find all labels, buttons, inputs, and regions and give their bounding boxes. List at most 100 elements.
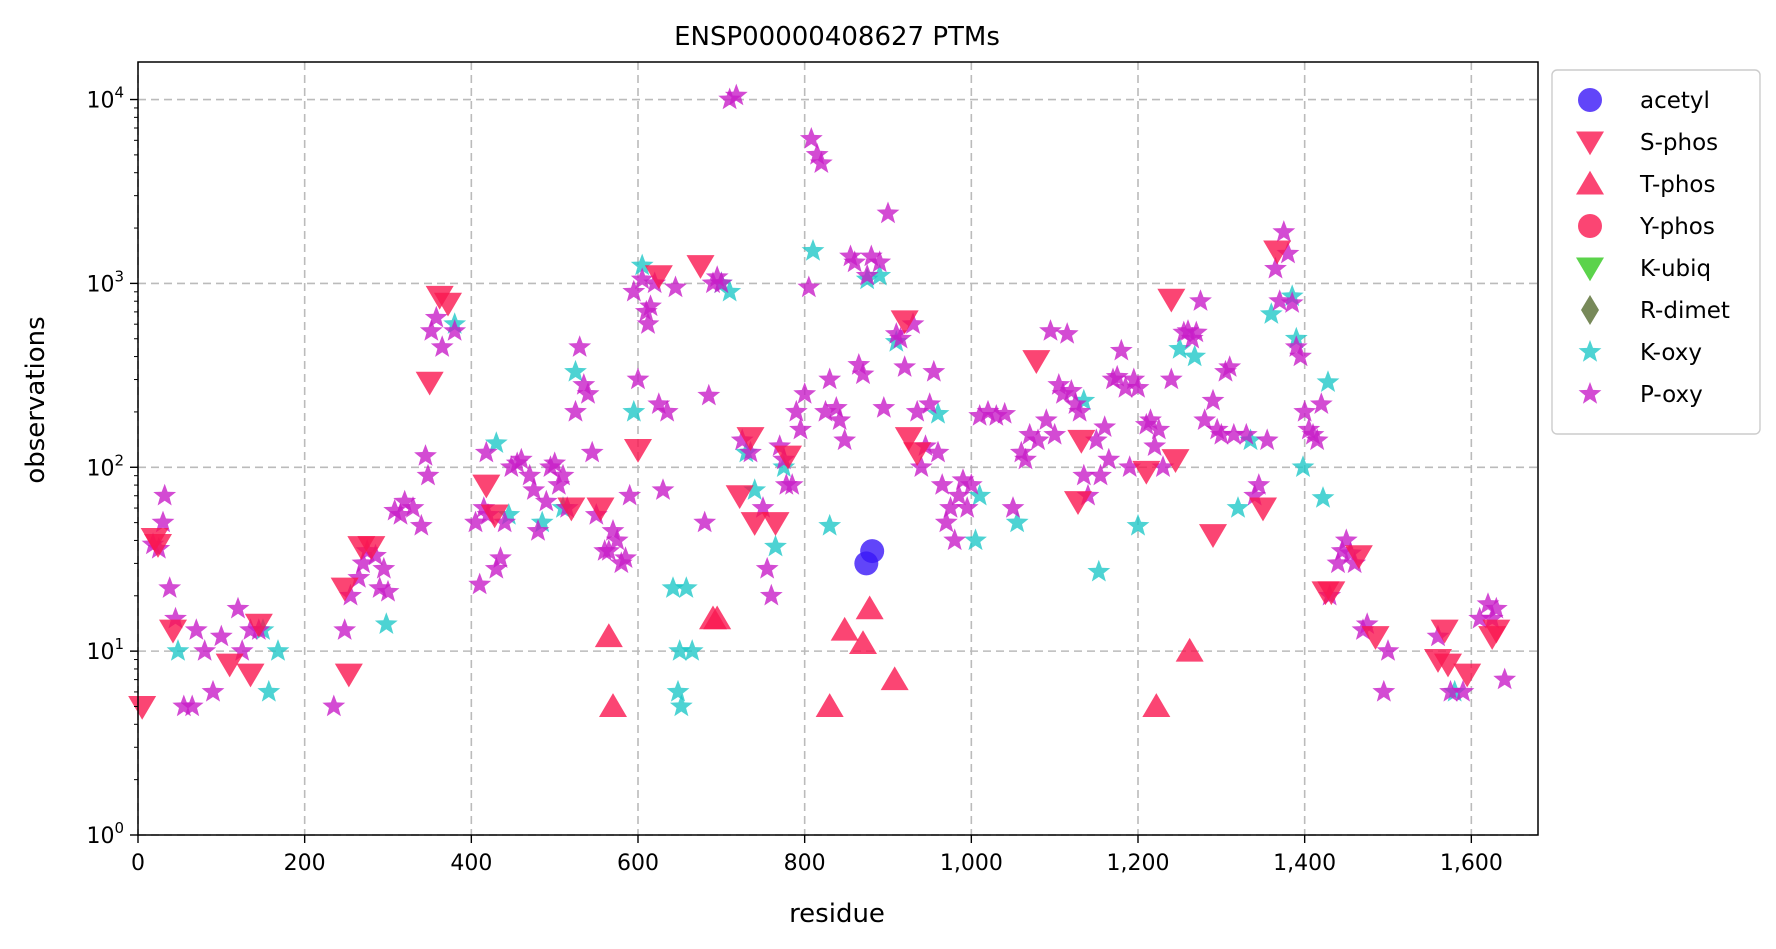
k-oxy-point [661, 576, 685, 598]
p-oxy-point [493, 510, 517, 533]
p-oxy-point [759, 583, 783, 606]
t-phos-point [830, 616, 859, 641]
k-oxy-point [964, 528, 987, 551]
x-tick-label: 1,400 [1273, 851, 1336, 876]
s-phos-point [1482, 619, 1511, 644]
p-oxy-point [1126, 376, 1150, 398]
p-oxy-point [768, 434, 792, 456]
p-oxy-point [1189, 289, 1212, 311]
p-oxy-point [976, 399, 1000, 422]
k-oxy-point [497, 503, 521, 525]
k-oxy-point [772, 455, 796, 477]
p-oxy-point [1034, 408, 1058, 430]
s-phos-point [557, 497, 586, 522]
p-oxy-point [809, 151, 833, 173]
s-phos-point [159, 619, 187, 644]
k-oxy-point [1259, 302, 1283, 324]
axis-ticks: 0 200 400 600 800 1,000 1,200 1,400 1,600 100 101 1… [86, 84, 1502, 876]
k-oxy-point [1087, 559, 1111, 582]
p-oxy-point [655, 399, 679, 422]
p-oxy-point [209, 624, 233, 647]
p-oxy-point [926, 440, 950, 463]
p-oxy-point [636, 312, 660, 334]
p-oxy-point [543, 451, 567, 474]
p-oxy-point [664, 275, 687, 298]
p-oxy-point [239, 618, 262, 640]
p-oxy-point [347, 566, 371, 588]
p-oxy-point [824, 396, 848, 418]
p-oxy-point [416, 463, 440, 486]
k-oxy-point [530, 510, 554, 533]
p-oxy-point [401, 496, 425, 518]
p-oxy-point [339, 583, 362, 606]
p-oxy-point [1159, 367, 1183, 390]
p-oxy-point [1201, 388, 1225, 411]
y-tick-label: 100 [86, 819, 124, 849]
p-oxy-point [626, 367, 650, 390]
p-oxy-point [201, 679, 225, 702]
p-oxy-point [833, 428, 857, 451]
p-oxy-point [1484, 596, 1508, 619]
p-oxy-point [739, 440, 762, 463]
p-oxy-point [784, 399, 808, 422]
s-phos-point [434, 292, 462, 317]
t-phos-point [599, 693, 627, 717]
p-oxy-point [372, 556, 396, 579]
legend-label-k-oxy: K-oxy [1640, 340, 1702, 366]
p-oxy-point [1039, 319, 1062, 341]
p-oxy-point [814, 399, 837, 422]
s-phos-point [1430, 619, 1459, 644]
s-phos-point [1263, 240, 1292, 265]
y-tick-label: 104 [86, 84, 124, 114]
p-oxy-point [1072, 463, 1096, 486]
p-oxy-point [1218, 355, 1242, 377]
p-oxy-point [1334, 528, 1358, 551]
p-oxy-point [474, 440, 498, 463]
x-axis-label: residue [789, 899, 885, 929]
p-oxy-point [1297, 417, 1321, 440]
p-oxy-point [1376, 639, 1400, 661]
p-oxy-point [1122, 367, 1146, 390]
legend-label-y-phos: Y-phos [1639, 214, 1715, 240]
k-oxy-point [1183, 344, 1207, 367]
chart-title: ENSP00000408627 PTMs [674, 22, 1000, 52]
p-oxy-point [984, 404, 1008, 426]
p-oxy-point [580, 440, 604, 463]
p-oxy-point [430, 335, 454, 357]
s-phos-point [472, 474, 501, 499]
x-tick-label: 200 [284, 851, 326, 876]
k-oxy-point [622, 399, 646, 422]
p-oxy-point [568, 335, 592, 357]
p-oxy-point [376, 579, 400, 602]
p-oxy-point [1451, 679, 1475, 702]
p-oxy-point [1305, 428, 1329, 451]
x-tick-label: 1,600 [1440, 851, 1503, 876]
legend-label-t-phos: T-phos [1639, 172, 1715, 198]
p-oxy-point [876, 201, 900, 224]
k-oxy-point [266, 639, 290, 661]
k-oxy-point [1126, 513, 1150, 536]
s-phos-point [1199, 524, 1227, 548]
s-phos-point [774, 445, 802, 470]
s-phos-point [725, 485, 754, 510]
legend-label-acetyl: acetyl [1640, 88, 1710, 114]
t-phos-point [594, 623, 623, 648]
t-phos-point [849, 630, 877, 655]
plot-frame [137, 61, 1539, 836]
s-phos-point [1161, 449, 1190, 473]
legend-label-k-ubiq: K-ubiq [1640, 256, 1711, 282]
p-oxy-point [893, 355, 917, 377]
t-phos-point [815, 693, 844, 717]
s-phos-point [330, 577, 359, 602]
p-oxy-point [151, 510, 175, 533]
p-oxy-point [851, 362, 875, 385]
k-oxy-point [257, 679, 281, 702]
p-oxy-point [1301, 422, 1325, 445]
k-oxy-point [743, 478, 767, 500]
x-tick-label: 1,000 [940, 851, 1003, 876]
legend-label-p-oxy: P-oxy [1640, 382, 1703, 408]
p-oxy-point [1151, 455, 1175, 477]
legend-marker-k-ubiq [1576, 257, 1604, 282]
p-oxy-point [1026, 428, 1050, 451]
